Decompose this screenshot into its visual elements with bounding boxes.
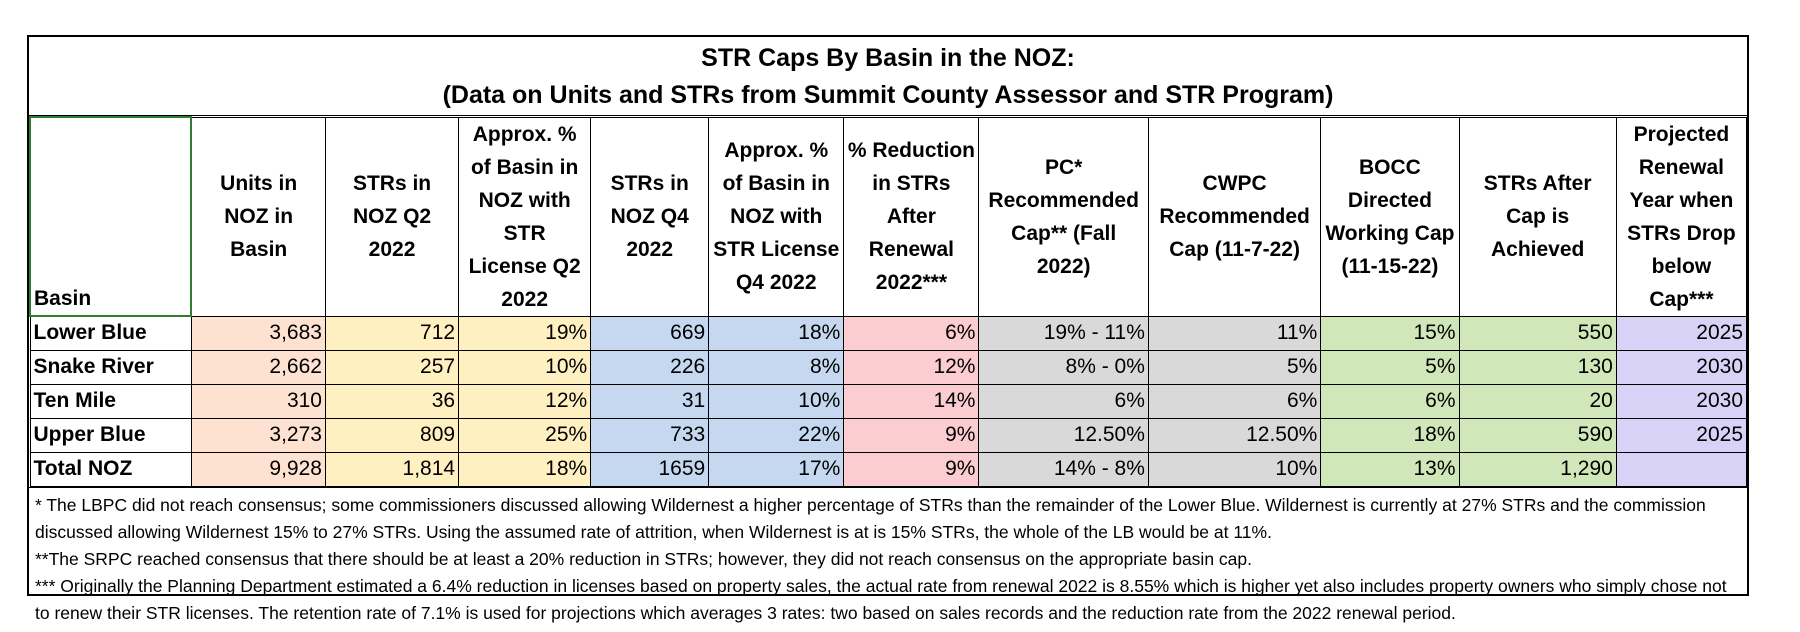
- bocc-cap-cell: 6%: [1320, 383, 1460, 419]
- footnote-3: *** Originally the Planning Department e…: [35, 575, 1727, 623]
- strs-q4-cell: 733: [590, 417, 710, 453]
- projected-year-cell: 2030: [1615, 383, 1748, 419]
- pc-cap-cell: 8% - 0%: [978, 349, 1149, 385]
- pct-q2-cell: 10%: [458, 349, 592, 385]
- footnotes: * The LBPC did not reach consensus; some…: [29, 486, 1747, 631]
- basin-name: Lower Blue: [29, 315, 192, 351]
- header-units: Units in NOZ in Basin: [190, 116, 326, 317]
- pct-q4-cell: 8%: [708, 349, 845, 385]
- reduction-cell: 9%: [843, 417, 980, 453]
- strs-after-cap-cell: 550: [1458, 315, 1617, 351]
- cwpc-cap-cell: 12.50%: [1147, 417, 1322, 453]
- header-projected-year: Projected Renewal Year when STRs Drop be…: [1615, 116, 1748, 317]
- reduction-cell: 12%: [843, 349, 980, 385]
- pct-q4-cell: 22%: [708, 417, 845, 453]
- pc-cap-cell: 12.50%: [978, 417, 1149, 453]
- basin-name: Total NOZ: [29, 451, 192, 487]
- table-row: Lower Blue 3,683 712 19% 669 18% 6% 19% …: [29, 315, 1748, 351]
- reduction-cell: 14%: [843, 383, 980, 419]
- strs-q4-cell: 1659: [590, 451, 710, 487]
- table-row-total: Total NOZ 9,928 1,814 18% 1659 17% 9% 14…: [29, 451, 1748, 487]
- bocc-cap-cell: 15%: [1320, 315, 1460, 351]
- units-cell: 2,662: [190, 349, 326, 385]
- bocc-cap-cell: 13%: [1320, 451, 1460, 487]
- projected-year-cell: 2025: [1615, 417, 1748, 453]
- header-reduction: % Reduction in STRs After Renewal 2022**…: [843, 116, 980, 317]
- units-cell: 3,273: [190, 417, 326, 453]
- units-cell: 9,928: [190, 451, 326, 487]
- reduction-cell: 9%: [843, 451, 980, 487]
- header-strs-q4: STRs in NOZ Q4 2022: [590, 116, 710, 317]
- header-strs-q2: STRs in NOZ Q2 2022: [324, 116, 460, 317]
- projected-year-cell: [1615, 451, 1748, 487]
- header-pct-q4: Approx. % of Basin in NOZ with STR Licen…: [708, 116, 845, 317]
- str-caps-table: Basin Units in NOZ in Basin STRs in NOZ …: [28, 116, 1748, 487]
- pct-q4-cell: 10%: [708, 383, 845, 419]
- strs-q2-cell: 36: [324, 383, 460, 419]
- units-cell: 3,683: [190, 315, 326, 351]
- table-row: Upper Blue 3,273 809 25% 733 22% 9% 12.5…: [29, 417, 1748, 453]
- strs-after-cap-cell: 20: [1458, 383, 1617, 419]
- title-line-2: (Data on Units and STRs from Summit Coun…: [442, 81, 1334, 109]
- footnote-2: **The SRPC reached consensus that there …: [35, 548, 1252, 569]
- strs-q4-cell: 226: [590, 349, 710, 385]
- pct-q2-cell: 18%: [458, 451, 592, 487]
- pc-cap-cell: 6%: [978, 383, 1149, 419]
- header-row: Basin Units in NOZ in Basin STRs in NOZ …: [28, 116, 1748, 317]
- table-title: STR Caps By Basin in the NOZ: (Data on U…: [29, 37, 1747, 116]
- bocc-cap-cell: 18%: [1320, 417, 1460, 453]
- basin-name: Ten Mile: [29, 383, 192, 419]
- basin-name: Snake River: [29, 349, 192, 385]
- header-basin: Basin: [28, 116, 193, 317]
- strs-q4-cell: 31: [590, 383, 710, 419]
- pct-q2-cell: 12%: [458, 383, 592, 419]
- pct-q4-cell: 17%: [708, 451, 845, 487]
- units-cell: 310: [190, 383, 326, 419]
- strs-after-cap-cell: 590: [1458, 417, 1617, 453]
- table-row: Snake River 2,662 257 10% 226 8% 12% 8% …: [29, 349, 1748, 385]
- basin-name: Upper Blue: [29, 417, 192, 453]
- strs-q4-cell: 669: [590, 315, 710, 351]
- projected-year-cell: 2030: [1615, 349, 1748, 385]
- header-pc-cap: PC* Recommended Cap** (Fall 2022): [978, 116, 1149, 317]
- cwpc-cap-cell: 5%: [1147, 349, 1322, 385]
- reduction-cell: 6%: [843, 315, 980, 351]
- table-row: Ten Mile 310 36 12% 31 10% 14% 6% 6% 6% …: [29, 383, 1748, 419]
- projected-year-cell: 2025: [1615, 315, 1748, 351]
- cwpc-cap-cell: 6%: [1147, 383, 1322, 419]
- header-bocc-cap: BOCC Directed Working Cap (11-15-22): [1320, 116, 1460, 317]
- strs-q2-cell: 809: [324, 417, 460, 453]
- cwpc-cap-cell: 11%: [1147, 315, 1322, 351]
- pct-q2-cell: 25%: [458, 417, 592, 453]
- footnote-1: * The LBPC did not reach consensus; some…: [35, 494, 1706, 542]
- str-caps-table-frame: STR Caps By Basin in the NOZ: (Data on U…: [27, 35, 1749, 623]
- title-line-1: STR Caps By Basin in the NOZ:: [701, 44, 1075, 72]
- header-strs-after-cap: STRs After Cap is Achieved: [1458, 116, 1617, 317]
- strs-after-cap-cell: 1,290: [1458, 451, 1617, 487]
- cwpc-cap-cell: 10%: [1147, 451, 1322, 487]
- strs-q2-cell: 257: [324, 349, 460, 385]
- pc-cap-cell: 19% - 11%: [978, 315, 1149, 351]
- strs-q2-cell: 712: [324, 315, 460, 351]
- pct-q4-cell: 18%: [708, 315, 845, 351]
- strs-after-cap-cell: 130: [1458, 349, 1617, 385]
- header-pct-q2: Approx. % of Basin in NOZ with STR Licen…: [458, 116, 592, 317]
- pct-q2-cell: 19%: [458, 315, 592, 351]
- header-cwpc-cap: CWPC Recommended Cap (11-7-22): [1147, 116, 1322, 317]
- bocc-cap-cell: 5%: [1320, 349, 1460, 385]
- pc-cap-cell: 14% - 8%: [978, 451, 1149, 487]
- strs-q2-cell: 1,814: [324, 451, 460, 487]
